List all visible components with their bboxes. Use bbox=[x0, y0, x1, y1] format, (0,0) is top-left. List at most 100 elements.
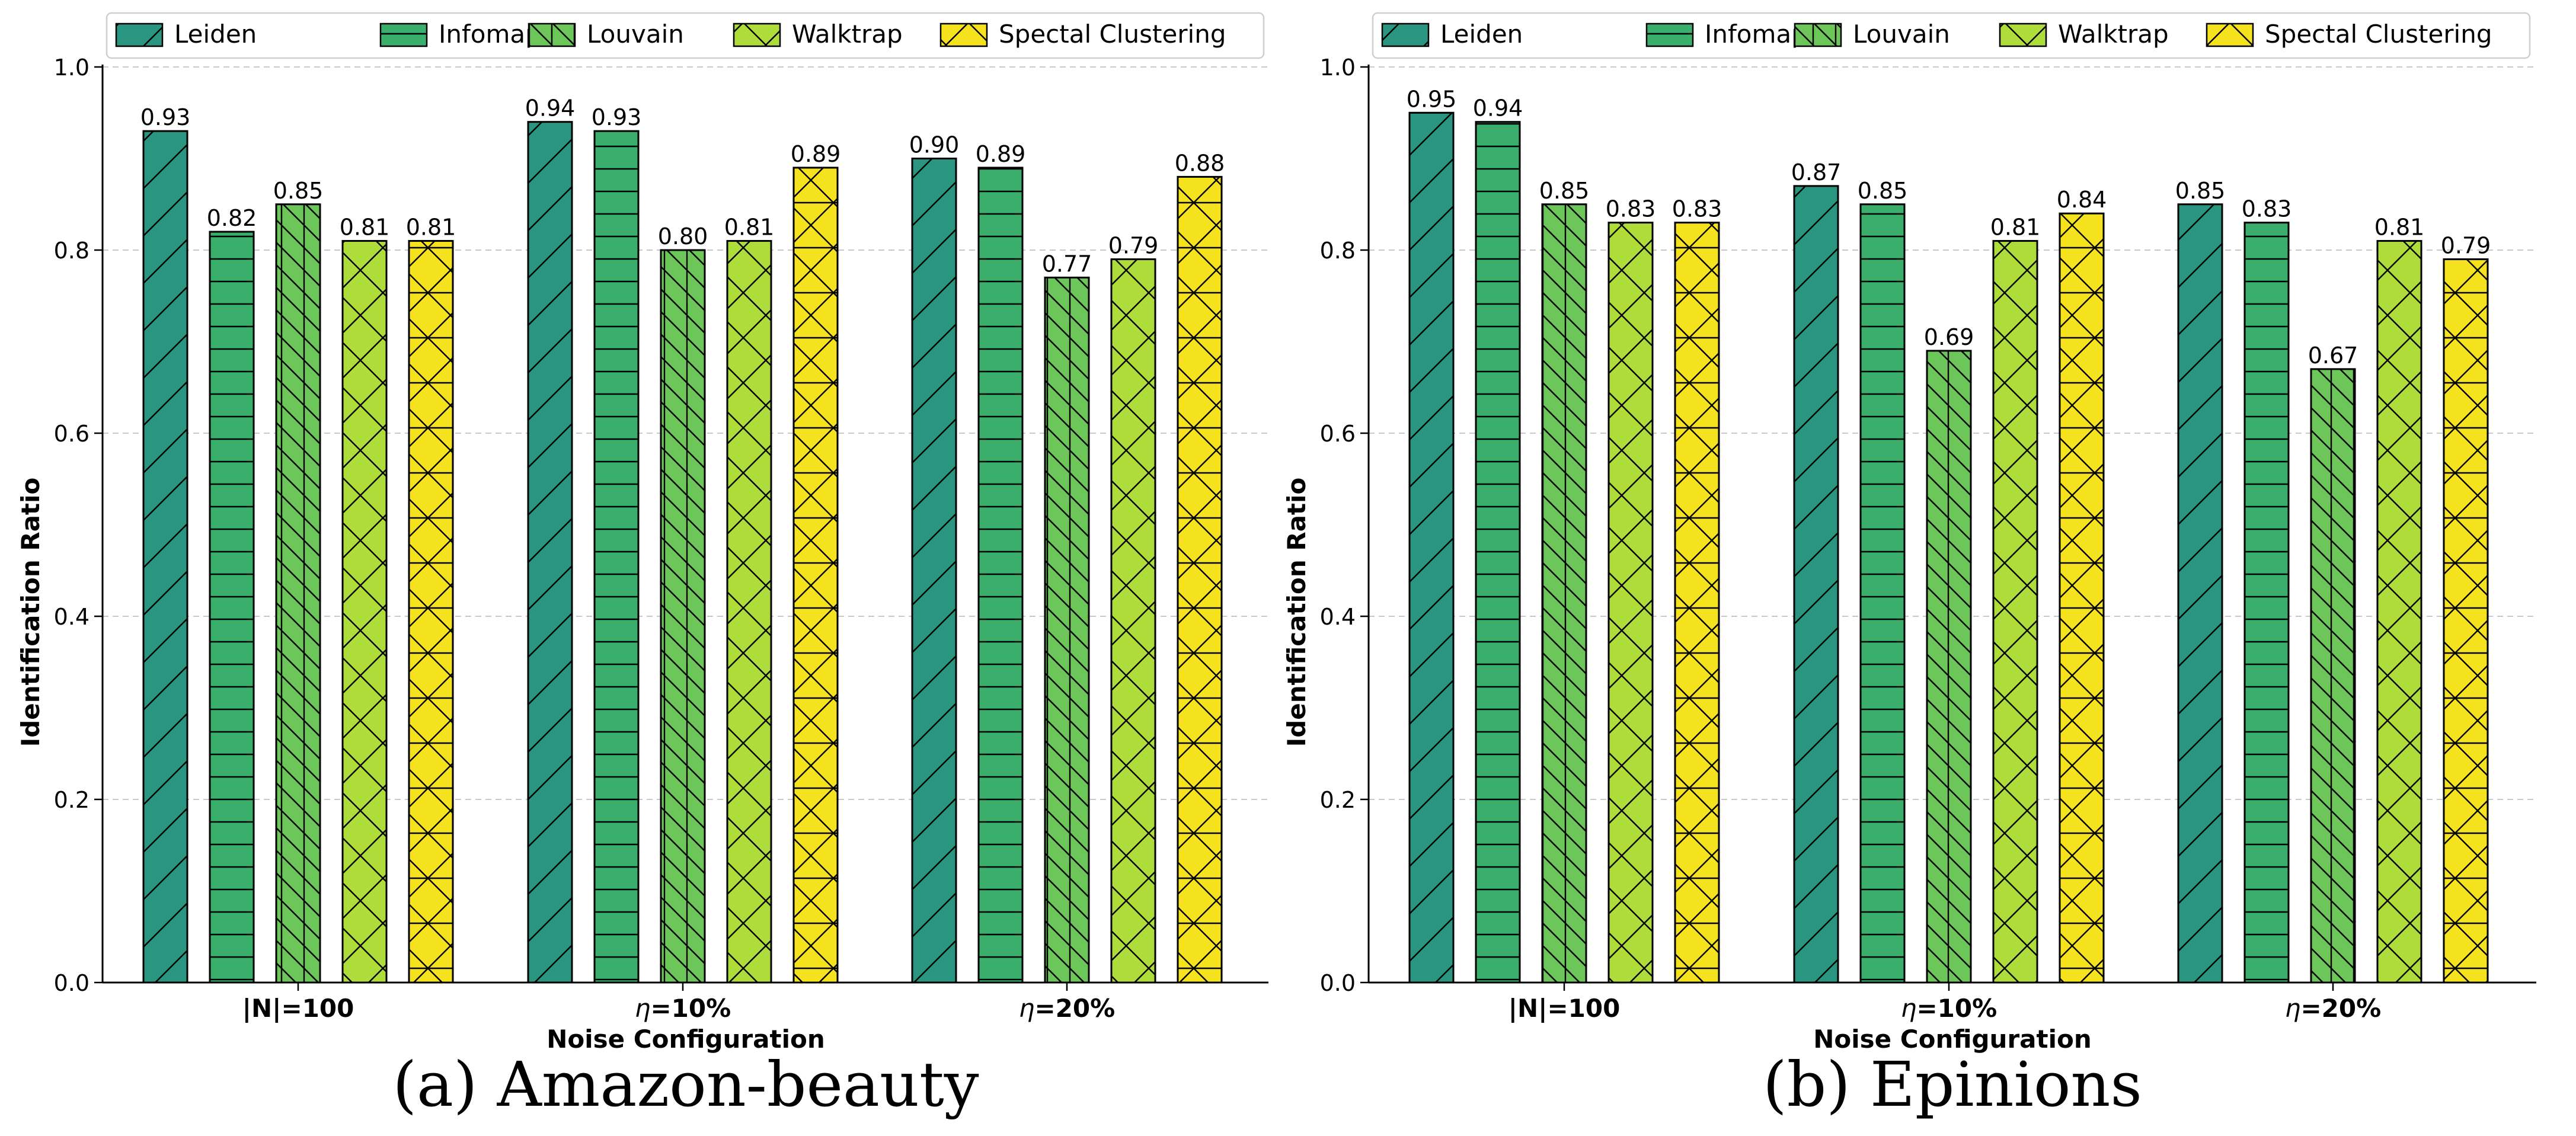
bar-value-label: 0.94 bbox=[1473, 95, 1523, 121]
chart-a-ticks: 0.0 0.2 0.4 0.6 0.8 1.0 |N|=100 η=10% η=20% bbox=[54, 55, 1116, 1023]
chart-a-axes bbox=[101, 65, 1268, 984]
y-tick-label: 0.8 bbox=[1320, 238, 1356, 264]
bar-value-label: 0.85 bbox=[1858, 178, 1908, 204]
bar-hatch bbox=[1793, 185, 1839, 984]
legend-label: Walktrap bbox=[2058, 20, 2169, 49]
legend-label: Louvain bbox=[1853, 20, 1950, 49]
bar-hatch bbox=[1859, 203, 1906, 984]
bar-hatch bbox=[142, 130, 188, 984]
chart-b-bars bbox=[1408, 111, 2489, 984]
bar-value-label: 0.80 bbox=[658, 223, 708, 249]
x-tick-label: η=10% bbox=[1901, 994, 1997, 1023]
bar-value-label: 0.94 bbox=[525, 95, 576, 121]
chart-a-bar-labels: 0.93 0.94 0.90 0.82 0.93 0.89 0.85 0.80 0.77 0.81… bbox=[140, 95, 1225, 277]
bar-value-label: 0.81 bbox=[340, 215, 390, 241]
y-tick-label: 0.4 bbox=[1320, 604, 1356, 630]
bar-value-label: 0.93 bbox=[592, 104, 642, 130]
bar-value-label: 0.95 bbox=[1407, 86, 1457, 112]
bar-value-label: 0.67 bbox=[2308, 343, 2358, 369]
bar-value-label: 0.83 bbox=[2242, 196, 2292, 222]
legend-label: Infomap bbox=[439, 20, 541, 49]
bar-value-label: 0.85 bbox=[2175, 178, 2226, 204]
y-tick-label: 1.0 bbox=[1320, 55, 1356, 81]
bar-hatch bbox=[2310, 368, 2356, 984]
bar-hatch bbox=[1541, 203, 1587, 984]
bar-value-label: 0.69 bbox=[1924, 324, 1974, 350]
bar-value-label: 0.83 bbox=[1606, 196, 1656, 222]
bar-value-label: 0.85 bbox=[1539, 178, 1590, 204]
y-tick-label: 0.2 bbox=[1320, 787, 1356, 813]
legend-swatch-hatch bbox=[1999, 23, 2047, 47]
chart-b-xlabel: Noise Configuration bbox=[1813, 1025, 2091, 1054]
bar-hatch bbox=[341, 240, 388, 984]
bar-value-label: 0.89 bbox=[791, 141, 841, 167]
legend-swatch-hatch bbox=[939, 23, 988, 47]
bar-hatch bbox=[792, 167, 839, 984]
legend-swatch-hatch bbox=[1645, 23, 1694, 47]
bar-hatch bbox=[1475, 121, 1521, 984]
bar-hatch bbox=[2376, 240, 2422, 984]
bar-hatch bbox=[408, 240, 454, 984]
bar-hatch bbox=[1926, 350, 1972, 984]
bar-value-label: 0.79 bbox=[2441, 232, 2491, 258]
chart-b-axes bbox=[1367, 65, 2536, 984]
legend-swatch-hatch bbox=[1381, 23, 1430, 47]
y-tick-label: 0.2 bbox=[54, 787, 90, 813]
bar-value-label: 0.81 bbox=[2374, 215, 2425, 241]
legend-label: Leiden bbox=[1440, 20, 1523, 49]
bar-hatch bbox=[2177, 203, 2223, 984]
bar-value-label: 0.87 bbox=[1791, 159, 1842, 185]
chart-a-legend: Leiden Infomap Louvain Walktrap Spectal Clus… bbox=[106, 12, 1265, 59]
bar-value-label: 0.89 bbox=[976, 141, 1026, 167]
chart-a-ylabel: Identification Ratio bbox=[16, 478, 45, 747]
bar-value-label: 0.82 bbox=[207, 205, 257, 231]
bar-value-label: 0.81 bbox=[724, 215, 775, 241]
legend-label: Leiden bbox=[174, 20, 257, 49]
bar-hatch bbox=[660, 249, 706, 984]
chart-panel-b: 0.95 0.87 0.85 0.94 0.85 0.83 0.85 0.69 0.67 0.83… bbox=[1282, 12, 2536, 1121]
bar-value-label: 0.85 bbox=[273, 178, 324, 204]
bar-value-label: 0.81 bbox=[406, 215, 456, 241]
chart-a-caption: (a) Amazon-beauty bbox=[392, 1048, 979, 1121]
bar-hatch bbox=[2443, 258, 2489, 984]
x-tick-label: η=10% bbox=[635, 994, 731, 1023]
x-tick-label: |N|=100 bbox=[242, 994, 354, 1023]
bar-value-label: 0.79 bbox=[1108, 232, 1159, 258]
y-tick-label: 0.8 bbox=[54, 238, 90, 264]
legend-label: Spectal Clustering bbox=[999, 20, 1226, 49]
x-tick-label: |N|=100 bbox=[1508, 994, 1621, 1023]
legend-swatch-hatch bbox=[733, 23, 781, 47]
y-tick-label: 0.6 bbox=[1320, 421, 1356, 447]
legend-label: Louvain bbox=[587, 20, 684, 49]
y-tick-label: 0.4 bbox=[54, 604, 90, 630]
y-tick-label: 0.0 bbox=[1320, 970, 1356, 996]
legend-swatch-hatch bbox=[1794, 23, 1842, 47]
chart-b-caption: (b) Epinions bbox=[1763, 1048, 2142, 1121]
bar-hatch bbox=[1177, 175, 1223, 984]
legend-label: Spectal Clustering bbox=[2265, 20, 2492, 49]
bar-hatch bbox=[1408, 111, 1455, 984]
chart-a-bars bbox=[142, 121, 1223, 984]
bar-hatch bbox=[593, 130, 640, 984]
bar-value-label: 0.88 bbox=[1175, 150, 1225, 176]
legend-swatch-hatch bbox=[528, 23, 576, 47]
legend-swatch-hatch bbox=[379, 23, 428, 47]
x-tick-label: η=20% bbox=[2285, 994, 2381, 1023]
y-tick-label: 1.0 bbox=[54, 55, 90, 81]
chart-b-ticks: 0.0 0.2 0.4 0.6 0.8 1.0 |N|=100 η=10% η=20% bbox=[1320, 55, 2382, 1023]
bar-value-label: 0.83 bbox=[1672, 196, 1722, 222]
legend-label: Walktrap bbox=[792, 20, 903, 49]
bar-value-label: 0.90 bbox=[909, 132, 960, 158]
bar-value-label: 0.77 bbox=[1042, 251, 1092, 277]
bar-hatch bbox=[1044, 276, 1090, 984]
bar-hatch bbox=[1674, 222, 1720, 984]
chart-b-ylabel: Identification Ratio bbox=[1282, 478, 1311, 747]
bar-hatch bbox=[275, 203, 321, 984]
bar-hatch bbox=[209, 231, 255, 984]
y-tick-label: 0.0 bbox=[54, 970, 90, 996]
chart-b-legend: Leiden Infomap Louvain Walktrap Spectal Clus… bbox=[1372, 12, 2531, 59]
bar-hatch bbox=[2243, 222, 2290, 984]
bar-hatch bbox=[2059, 212, 2105, 984]
bar-hatch bbox=[527, 121, 573, 984]
